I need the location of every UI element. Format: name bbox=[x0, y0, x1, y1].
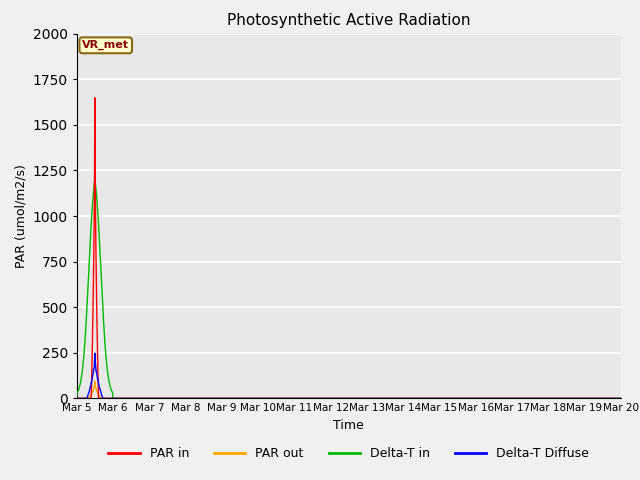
Delta-T Diffuse bbox=[91, 350, 99, 356]
Delta-T Diffuse bbox=[73, 396, 81, 401]
Delta-T Diffuse bbox=[329, 396, 337, 401]
PAR out bbox=[441, 396, 449, 401]
PAR out bbox=[171, 396, 179, 401]
Line: PAR in: PAR in bbox=[77, 98, 621, 398]
PAR out bbox=[616, 396, 624, 401]
PAR in bbox=[617, 396, 625, 401]
PAR out bbox=[502, 396, 509, 401]
PAR in bbox=[616, 396, 624, 401]
PAR out bbox=[617, 396, 625, 401]
PAR in bbox=[441, 396, 449, 401]
Delta-T in bbox=[441, 396, 449, 401]
X-axis label: Time: Time bbox=[333, 419, 364, 432]
Legend: PAR in, PAR out, Delta-T in, Delta-T Diffuse: PAR in, PAR out, Delta-T in, Delta-T Dif… bbox=[104, 442, 594, 465]
Delta-T in bbox=[171, 396, 179, 401]
Line: Delta-T in: Delta-T in bbox=[77, 180, 621, 398]
PAR in bbox=[471, 396, 479, 401]
Delta-T Diffuse bbox=[616, 396, 624, 401]
PAR out bbox=[471, 396, 479, 401]
Delta-T Diffuse bbox=[171, 396, 179, 401]
Delta-T in bbox=[329, 396, 337, 401]
PAR in bbox=[73, 396, 81, 401]
Delta-T Diffuse bbox=[617, 396, 625, 401]
Delta-T in bbox=[616, 396, 624, 401]
Delta-T Diffuse bbox=[502, 396, 509, 401]
PAR out bbox=[73, 396, 81, 401]
PAR in bbox=[502, 396, 509, 401]
Delta-T Diffuse bbox=[441, 396, 449, 401]
Delta-T Diffuse bbox=[471, 396, 479, 401]
Delta-T in bbox=[502, 396, 509, 401]
PAR in bbox=[329, 396, 337, 401]
Y-axis label: PAR (umol/m2/s): PAR (umol/m2/s) bbox=[14, 164, 27, 268]
Title: Photosynthetic Active Radiation: Photosynthetic Active Radiation bbox=[227, 13, 470, 28]
Delta-T in bbox=[73, 396, 81, 401]
PAR in bbox=[91, 95, 99, 101]
Delta-T in bbox=[91, 177, 99, 182]
PAR out bbox=[91, 378, 99, 384]
Line: Delta-T Diffuse: Delta-T Diffuse bbox=[77, 353, 621, 398]
Delta-T in bbox=[617, 396, 625, 401]
Line: PAR out: PAR out bbox=[77, 381, 621, 398]
PAR in bbox=[171, 396, 179, 401]
Text: VR_met: VR_met bbox=[82, 40, 129, 50]
PAR out bbox=[329, 396, 337, 401]
Delta-T in bbox=[471, 396, 479, 401]
